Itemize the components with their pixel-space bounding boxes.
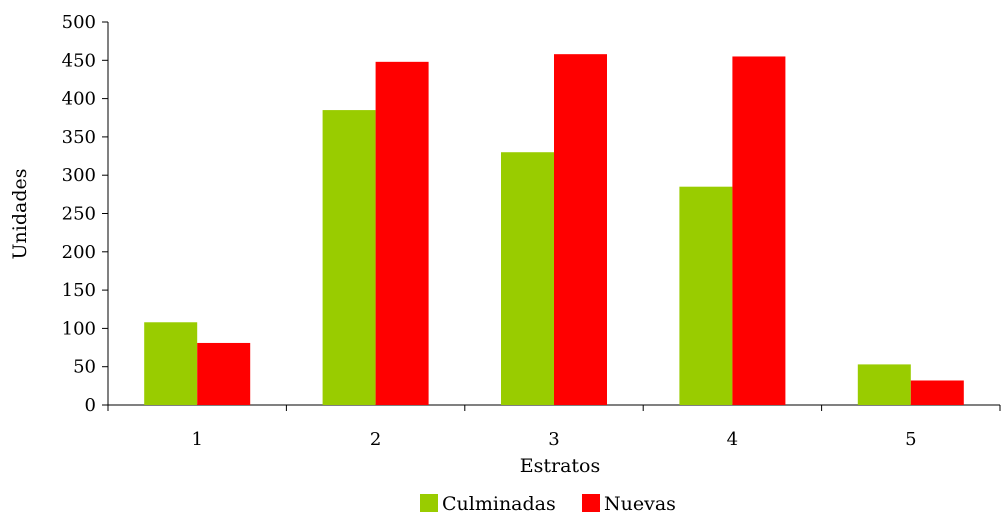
bar-culminadas-2 [322,110,376,405]
y-tick-label: 0 [85,395,96,416]
bar-culminadas-4 [679,186,733,405]
y-tick-label: 450 [62,50,96,71]
x-tick-label: 1 [191,429,202,450]
y-tick-label: 200 [62,242,96,263]
y-tick-labels: 0 50 100 150 200 250 300 350 400 450 500 [62,12,108,416]
legend-swatch-culminadas [420,494,438,512]
y-tick-label: 100 [62,318,96,339]
y-tick-label: 250 [62,204,96,225]
y-axis-title: Unidades [9,169,31,260]
x-tick-label: 4 [727,429,738,450]
legend-label-culminadas: Culminadas [442,493,556,515]
x-tick-labels: 1 2 3 4 5 [107,405,1001,450]
legend-swatch-nuevas [582,494,600,512]
bar-nuevas-5 [910,380,964,405]
x-axis-title: Estratos [520,455,601,477]
bar-nuevas-4 [732,56,786,405]
bar-nuevas-1 [197,342,251,405]
bars [144,54,964,406]
x-tick-label: 2 [370,429,381,450]
x-tick-label: 5 [905,429,916,450]
legend-label-nuevas: Nuevas [604,493,676,515]
y-tick-label: 300 [62,165,96,186]
y-tick-label: 400 [62,89,96,110]
y-tick-label: 50 [73,357,96,378]
bar-culminadas-5 [857,364,911,405]
bar-culminadas-1 [144,322,198,405]
bar-nuevas-3 [554,54,607,406]
legend: Culminadas Nuevas [420,493,676,515]
y-tick-label: 500 [62,12,96,33]
bar-culminadas-3 [501,152,554,405]
bar-nuevas-2 [375,61,429,405]
x-tick-label: 3 [548,429,559,450]
y-tick-label: 150 [62,280,96,301]
y-tick-label: 350 [62,127,96,148]
